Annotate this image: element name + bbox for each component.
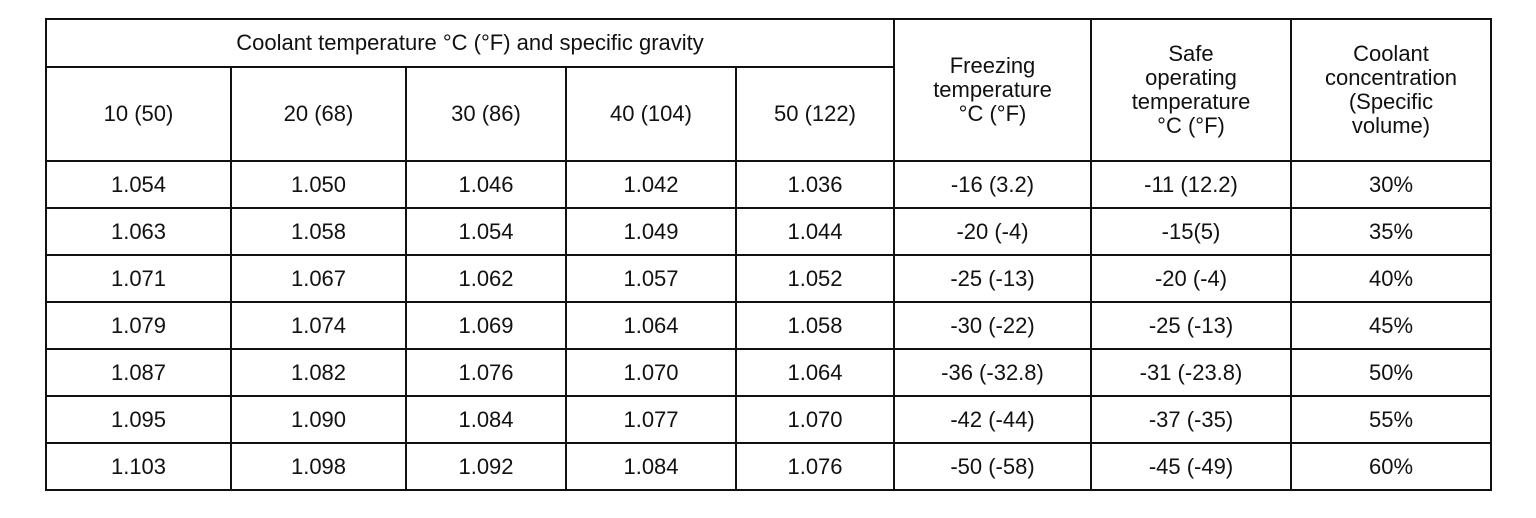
cell: 1.103 bbox=[45, 442, 232, 491]
cell: -50 (-58) bbox=[893, 442, 1092, 491]
cell: -45 (-49) bbox=[1090, 442, 1292, 491]
data-row: 1.087 1.082 1.076 1.070 1.064 -36 (-32.8) -31 … bbox=[45, 348, 1492, 397]
cell: 1.067 bbox=[230, 254, 407, 303]
header-row: Coolant temperature °C (°F) and specific… bbox=[45, 18, 1492, 162]
group-header: Coolant temperature °C (°F) and specific… bbox=[45, 18, 895, 68]
cell: 1.090 bbox=[230, 395, 407, 444]
temp-header: 40 (104) bbox=[565, 66, 737, 162]
cell: 30% bbox=[1290, 160, 1492, 209]
header-line: °C (°F) bbox=[1157, 113, 1225, 138]
cell: 1.070 bbox=[565, 348, 737, 397]
cell: 1.036 bbox=[735, 160, 895, 209]
cell: 1.054 bbox=[405, 207, 567, 256]
cell: -42 (-44) bbox=[893, 395, 1092, 444]
cell: 40% bbox=[1290, 254, 1492, 303]
header-line: concentration bbox=[1324, 65, 1458, 90]
cell: 1.084 bbox=[405, 395, 567, 444]
cell: 1.076 bbox=[735, 442, 895, 491]
data-row: 1.079 1.074 1.069 1.064 1.058 -30 (-22) -25 (-… bbox=[45, 301, 1492, 350]
cell: -11 (12.2) bbox=[1090, 160, 1292, 209]
cell: 1.057 bbox=[565, 254, 737, 303]
cell: -25 (-13) bbox=[1090, 301, 1292, 350]
cell: 1.049 bbox=[565, 207, 737, 256]
cell: -20 (-4) bbox=[1090, 254, 1292, 303]
cell: 1.064 bbox=[565, 301, 737, 350]
data-row: 1.071 1.067 1.062 1.057 1.052 -25 (-13) -20 (-… bbox=[45, 254, 1492, 303]
cell: 1.042 bbox=[565, 160, 737, 209]
temp-header: 50 (122) bbox=[735, 66, 895, 162]
header-line: Freezing bbox=[949, 53, 1036, 78]
cell: -16 (3.2) bbox=[893, 160, 1092, 209]
cell: 1.064 bbox=[735, 348, 895, 397]
data-row: 1.054 1.050 1.046 1.042 1.036 -16 (3.2) -11 (1… bbox=[45, 160, 1492, 209]
cell: 1.063 bbox=[45, 207, 232, 256]
header-row: 10 (50) 20 (68) 30 (86) 40 (104) 50 (122) bbox=[45, 66, 1491, 162]
cell: 1.044 bbox=[735, 207, 895, 256]
header-line: operating bbox=[1145, 65, 1237, 90]
cell: -15(5) bbox=[1090, 207, 1292, 256]
cell: 1.054 bbox=[45, 160, 232, 209]
cell: 1.095 bbox=[45, 395, 232, 444]
column-header: Coolant concentration (Specific volume) bbox=[1290, 18, 1492, 162]
cell: 1.098 bbox=[230, 442, 407, 491]
header-line: °C (°F) bbox=[958, 101, 1027, 126]
cell: 1.070 bbox=[735, 395, 895, 444]
cell: -20 (-4) bbox=[893, 207, 1092, 256]
cell: 1.076 bbox=[405, 348, 567, 397]
cell: 1.052 bbox=[735, 254, 895, 303]
cell: 1.092 bbox=[405, 442, 567, 491]
cell: 1.050 bbox=[230, 160, 407, 209]
header-line: Coolant bbox=[1353, 41, 1429, 66]
temp-header: 10 (50) bbox=[45, 66, 232, 162]
cell: 1.069 bbox=[405, 301, 567, 350]
table-body: Coolant temperature °C (°F) and specific… bbox=[45, 18, 1492, 491]
column-header: Safe operating temperature °C (°F) bbox=[1090, 18, 1292, 162]
cell: 1.074 bbox=[230, 301, 407, 350]
cell: -36 (-32.8) bbox=[893, 348, 1092, 397]
cell: 1.058 bbox=[735, 301, 895, 350]
cell: 1.079 bbox=[45, 301, 232, 350]
cell: 1.062 bbox=[405, 254, 567, 303]
data-row: 1.103 1.098 1.092 1.084 1.076 -50 (-58) -45 (-… bbox=[45, 442, 1492, 491]
header-line: volume) bbox=[1351, 113, 1431, 138]
cell: 1.082 bbox=[230, 348, 407, 397]
temp-header: 20 (68) bbox=[230, 66, 407, 162]
column-header: Freezing temperature °C (°F) bbox=[893, 18, 1092, 162]
cell: -31 (-23.8) bbox=[1090, 348, 1292, 397]
cell: 45% bbox=[1290, 301, 1492, 350]
cell: 1.087 bbox=[45, 348, 232, 397]
data-row: 1.063 1.058 1.054 1.049 1.044 -20 (-4) -15(5) 3… bbox=[45, 207, 1492, 256]
header-line: temperature bbox=[1131, 89, 1251, 114]
cell: -37 (-35) bbox=[1090, 395, 1292, 444]
cell: 1.071 bbox=[45, 254, 232, 303]
header-line: Safe bbox=[1168, 41, 1214, 66]
header-line: (Specific bbox=[1348, 89, 1434, 114]
cell: 60% bbox=[1290, 442, 1492, 491]
cell: 1.046 bbox=[405, 160, 567, 209]
cell: -30 (-22) bbox=[893, 301, 1092, 350]
coolant-table: Coolant temperature °C (°F) and specific… bbox=[45, 18, 1492, 491]
cell: -25 (-13) bbox=[893, 254, 1092, 303]
data-row: 1.095 1.090 1.084 1.077 1.070 -42 (-44) -37 (-… bbox=[45, 395, 1492, 444]
cell: 1.058 bbox=[230, 207, 407, 256]
cell: 1.077 bbox=[565, 395, 737, 444]
header-line: temperature bbox=[933, 77, 1052, 102]
cell: 50% bbox=[1290, 348, 1492, 397]
cell: 35% bbox=[1290, 207, 1492, 256]
cell: 1.084 bbox=[565, 442, 737, 491]
cell: 55% bbox=[1290, 395, 1492, 444]
temp-header: 30 (86) bbox=[405, 66, 567, 162]
